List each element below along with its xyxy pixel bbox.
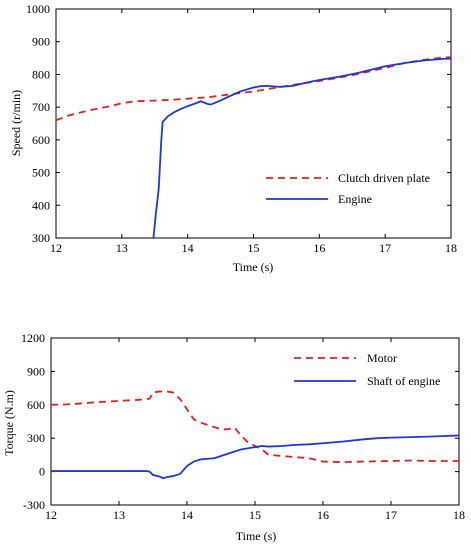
- x-tick-label: 12: [45, 508, 57, 522]
- y-tick-label: -300: [23, 498, 45, 512]
- y-tick-label: 300: [27, 431, 45, 445]
- torque-y-ticks: -300 0 300 600 900 1200: [21, 331, 459, 512]
- x-tick-label: 17: [379, 241, 391, 255]
- x-tick-label: 15: [248, 241, 260, 255]
- speed-plot-frame: [55, 8, 452, 239]
- y-tick-label: 600: [27, 398, 45, 412]
- legend-label-motor: Motor: [367, 351, 397, 365]
- torque-plot-frame: [50, 337, 460, 506]
- y-tick-label: 400: [32, 198, 50, 212]
- y-tick-label: 600: [32, 133, 50, 147]
- speed-chart: 12 13 14 15 16 17 18 300 400 500 600 700 800 900 1000…: [9, 2, 457, 274]
- series-line-engine: [152, 57, 451, 239]
- y-tick-label: 1000: [26, 2, 50, 16]
- y-tick-label: 1200: [21, 331, 45, 345]
- y-tick-label: 300: [32, 231, 50, 245]
- speed-y-axis-label: Speed (r/min): [9, 90, 23, 156]
- torque-y-axis-label: Torque (N.m): [2, 390, 16, 456]
- x-tick-label: 13: [113, 508, 125, 522]
- y-tick-label: 0: [39, 465, 45, 479]
- series-line-motor: [50, 390, 459, 464]
- x-tick-label: 14: [182, 241, 194, 255]
- speed-series: [55, 56, 452, 239]
- x-tick-label: 16: [317, 508, 329, 522]
- legend-label-clutch-driven-plate: Clutch driven plate: [338, 171, 430, 185]
- x-tick-label: 18: [453, 508, 465, 522]
- y-tick-label: 500: [32, 166, 50, 180]
- x-tick-label: 14: [181, 508, 193, 522]
- series-line-clutch-driven-plate: [55, 56, 452, 122]
- x-tick-label: 17: [385, 508, 397, 522]
- speed-y-ticks: 300 400 500 600 700 800 900 1000: [26, 2, 451, 245]
- torque-series: [50, 390, 460, 480]
- legend-label-shaft-of-engine: Shaft of engine: [367, 374, 440, 388]
- x-tick-label: 12: [50, 241, 62, 255]
- torque-chart: 12 13 14 15 16 17 18 -300 0 300 600 900 1200 Time (…: [2, 331, 465, 543]
- torque-x-ticks: 12 13 14 15 16 17 18: [45, 338, 465, 522]
- x-tick-label: 13: [116, 241, 128, 255]
- speed-x-ticks: 12 13 14 15 16 17 18: [50, 9, 457, 255]
- x-tick-label: 15: [249, 508, 261, 522]
- speed-x-axis-label: Time (s): [233, 260, 274, 274]
- y-tick-label: 800: [32, 67, 50, 81]
- y-tick-label: 900: [27, 364, 45, 378]
- x-tick-label: 16: [313, 241, 325, 255]
- speed-legend: Clutch driven plate Engine: [266, 171, 430, 206]
- torque-x-axis-label: Time (s): [236, 529, 277, 543]
- series-line-shaft-of-engine: [51, 434, 460, 480]
- y-tick-label: 700: [32, 100, 50, 114]
- y-tick-label: 900: [32, 35, 50, 49]
- legend-label-engine: Engine: [338, 192, 372, 206]
- x-tick-label: 18: [445, 241, 457, 255]
- torque-legend: Motor Shaft of engine: [294, 351, 440, 388]
